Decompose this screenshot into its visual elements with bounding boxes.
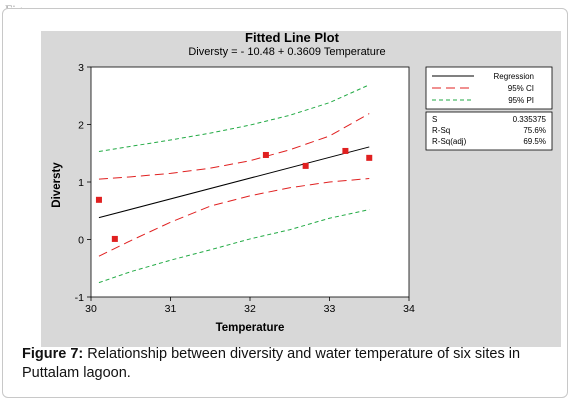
ci-upper-line xyxy=(98,113,370,180)
stat-label: R-Sq xyxy=(432,126,450,135)
legend: Regression 95% CI 95% PI xyxy=(425,66,553,110)
y-tick-label: 1 xyxy=(78,177,84,189)
y-tick-label: 2 xyxy=(78,120,84,132)
x-tick-label: 33 xyxy=(324,303,336,315)
stats-box: S 0.335375 R-Sq 75.6% R-Sq(adj) 69.5% xyxy=(425,111,553,151)
caption-text: Relationship between diversity and water… xyxy=(22,346,521,381)
data-point xyxy=(366,154,373,161)
stat-value: 69.5% xyxy=(523,137,546,146)
stat-value: 75.6% xyxy=(523,126,546,135)
x-tick-label: 34 xyxy=(403,303,415,315)
data-point xyxy=(262,151,269,158)
ci-lower-line xyxy=(98,178,370,257)
x-axis-label: Temperature xyxy=(216,322,285,334)
y-tick-label: 0 xyxy=(78,235,84,247)
x-tick-label: 30 xyxy=(85,303,97,315)
x-tick-label: 32 xyxy=(244,303,256,315)
chart-title: Fitted Line Plot xyxy=(245,30,340,45)
legend-label: 95% CI xyxy=(508,84,534,93)
data-point xyxy=(111,235,118,242)
chart-subtitle: Diversty = - 10.48 + 0.3609 Temperature xyxy=(188,46,385,58)
data-point xyxy=(95,196,102,203)
x-tick-label: 31 xyxy=(165,303,177,315)
data-point xyxy=(342,147,349,154)
y-tick-label: 3 xyxy=(78,62,84,74)
plot-layer: 30 31 32 33 34 -1 0 1 2 3 xyxy=(75,62,415,315)
fitted-line-plot: Fitted Line Plot Diversty = - 10.48 + 0.… xyxy=(51,30,553,334)
stat-value: 0.335375 xyxy=(513,115,547,124)
stat-label: S xyxy=(432,115,437,124)
pi-upper-line xyxy=(98,84,370,153)
stat-label: R-Sq(adj) xyxy=(432,137,467,146)
data-point xyxy=(302,162,309,169)
legend-label: 95% PI xyxy=(508,96,534,105)
legend-label: Regression xyxy=(494,72,534,81)
stats-frame xyxy=(425,111,553,151)
caption-number: Figure 7: xyxy=(22,346,84,362)
plot-frame xyxy=(90,66,410,298)
pi-lower-line xyxy=(98,209,370,284)
figure-caption: Figure 7: Relationship between diversity… xyxy=(22,345,562,383)
y-tick-label: -1 xyxy=(75,292,84,304)
y-axis-label: Diversty xyxy=(51,162,63,208)
regression-line xyxy=(98,146,370,219)
